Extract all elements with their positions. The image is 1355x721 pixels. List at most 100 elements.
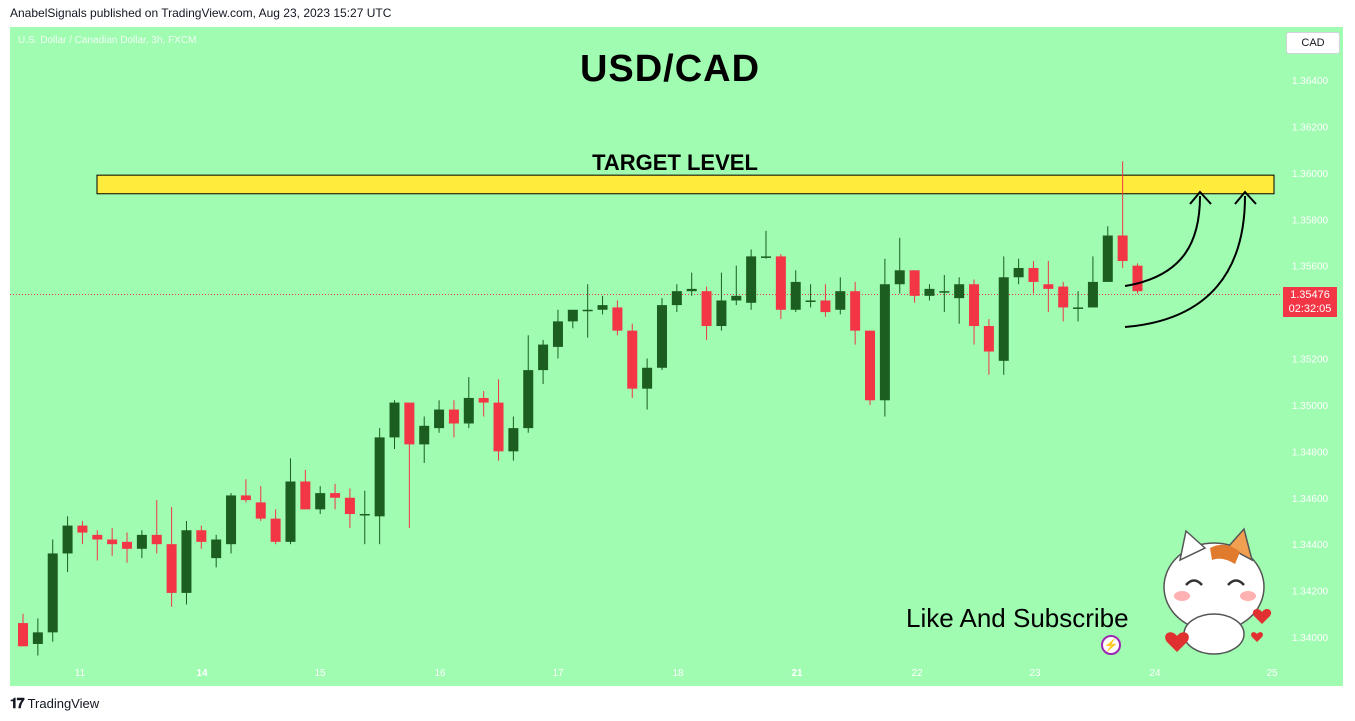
cat-ear-right bbox=[1226, 527, 1254, 562]
candle bbox=[879, 258, 890, 417]
candle-body bbox=[686, 288, 697, 292]
candle-body bbox=[523, 370, 534, 429]
candle-body bbox=[77, 525, 88, 533]
candle-body bbox=[716, 300, 727, 327]
candle bbox=[731, 265, 742, 306]
y-tick-label: 1.34600 bbox=[1292, 494, 1329, 505]
candle-body bbox=[983, 326, 994, 352]
currency-button[interactable]: CAD bbox=[1286, 32, 1340, 54]
y-tick-label: 1.34200 bbox=[1292, 587, 1329, 598]
candle bbox=[850, 281, 861, 345]
candle bbox=[805, 284, 816, 308]
candle-body bbox=[107, 539, 118, 545]
candle bbox=[151, 500, 162, 554]
y-tick-label: 1.35600 bbox=[1292, 262, 1329, 273]
candle-body bbox=[448, 409, 459, 424]
x-tick-label: 24 bbox=[1149, 668, 1161, 679]
candle bbox=[538, 339, 549, 385]
candle-body bbox=[656, 305, 667, 368]
candle-body bbox=[671, 291, 682, 306]
candle bbox=[998, 256, 1009, 375]
candle bbox=[196, 525, 207, 549]
last-price-value: 1.35476 bbox=[1290, 289, 1330, 301]
candle-body bbox=[879, 284, 890, 401]
cat-ear-left bbox=[1178, 529, 1207, 562]
candle bbox=[419, 416, 430, 463]
candle bbox=[671, 284, 682, 313]
candle-body bbox=[612, 307, 623, 331]
candle bbox=[894, 237, 905, 294]
candle-body bbox=[226, 495, 237, 545]
candle-body bbox=[136, 534, 147, 549]
candle-body bbox=[166, 544, 177, 593]
candle-body bbox=[552, 321, 563, 347]
candle bbox=[493, 379, 504, 461]
y-tick-label: 1.36400 bbox=[1292, 76, 1329, 87]
candle bbox=[1028, 261, 1039, 294]
y-tick-label: 1.36200 bbox=[1292, 122, 1329, 133]
lightning-icon[interactable]: ⚡ bbox=[1101, 635, 1121, 655]
candle bbox=[508, 416, 519, 461]
candle bbox=[92, 530, 103, 561]
candle-body bbox=[285, 481, 296, 542]
candle bbox=[166, 507, 177, 607]
candle bbox=[567, 309, 578, 329]
candle-body bbox=[865, 330, 876, 401]
candle-body bbox=[18, 623, 28, 647]
candle-body bbox=[493, 402, 504, 452]
candle bbox=[686, 272, 697, 296]
candle-body bbox=[805, 300, 816, 302]
y-tick-label: 1.34800 bbox=[1292, 447, 1329, 458]
candle bbox=[300, 469, 311, 510]
candle bbox=[835, 277, 846, 315]
candle-body bbox=[1132, 265, 1143, 292]
candle-body bbox=[255, 502, 266, 519]
candle bbox=[226, 493, 237, 554]
candle bbox=[315, 486, 326, 514]
candle-body bbox=[181, 530, 192, 593]
candle bbox=[1132, 263, 1143, 294]
candle-body bbox=[850, 291, 861, 331]
candle-body bbox=[478, 397, 489, 403]
candle bbox=[374, 428, 385, 545]
y-tick-label: 1.35000 bbox=[1292, 401, 1329, 412]
candle bbox=[255, 486, 266, 521]
x-tick-label: 16 bbox=[434, 668, 446, 679]
publisher-line: AnabelSignals published on TradingView.c… bbox=[10, 6, 392, 20]
candle bbox=[434, 400, 445, 433]
candle bbox=[775, 254, 786, 320]
candle-body bbox=[330, 493, 341, 498]
candle bbox=[790, 270, 801, 313]
y-tick-label: 1.34400 bbox=[1292, 540, 1329, 551]
candle-body bbox=[404, 402, 415, 445]
x-tick-label: 22 bbox=[911, 668, 923, 679]
footer-brand[interactable]: 𝟏𝟕 TradingView bbox=[10, 695, 99, 712]
target-level-label: TARGET LEVEL bbox=[592, 150, 758, 175]
candle-body bbox=[270, 518, 281, 542]
candle-body bbox=[924, 288, 935, 296]
candle bbox=[1058, 281, 1069, 322]
candle-body bbox=[627, 330, 638, 389]
heart-icon-left bbox=[1165, 632, 1189, 652]
candle-body bbox=[582, 309, 593, 312]
candle bbox=[597, 295, 608, 315]
candle-body bbox=[359, 513, 370, 516]
heart-icon-right bbox=[1252, 609, 1272, 624]
candle-body bbox=[62, 525, 73, 554]
candle bbox=[746, 249, 757, 310]
chart-area[interactable] bbox=[10, 27, 1343, 686]
candle bbox=[107, 527, 118, 556]
x-tick-label: 14 bbox=[196, 668, 208, 679]
candle bbox=[954, 277, 965, 324]
candle-body bbox=[969, 284, 980, 327]
x-tick-label: 23 bbox=[1029, 668, 1041, 679]
candle bbox=[1013, 258, 1024, 285]
candle bbox=[820, 284, 831, 317]
candle-body bbox=[939, 291, 950, 293]
y-tick-label: 1.35800 bbox=[1292, 215, 1329, 226]
candle bbox=[701, 286, 712, 340]
candle bbox=[77, 520, 88, 545]
x-tick-label: 21 bbox=[791, 668, 803, 679]
candle bbox=[1073, 291, 1084, 322]
